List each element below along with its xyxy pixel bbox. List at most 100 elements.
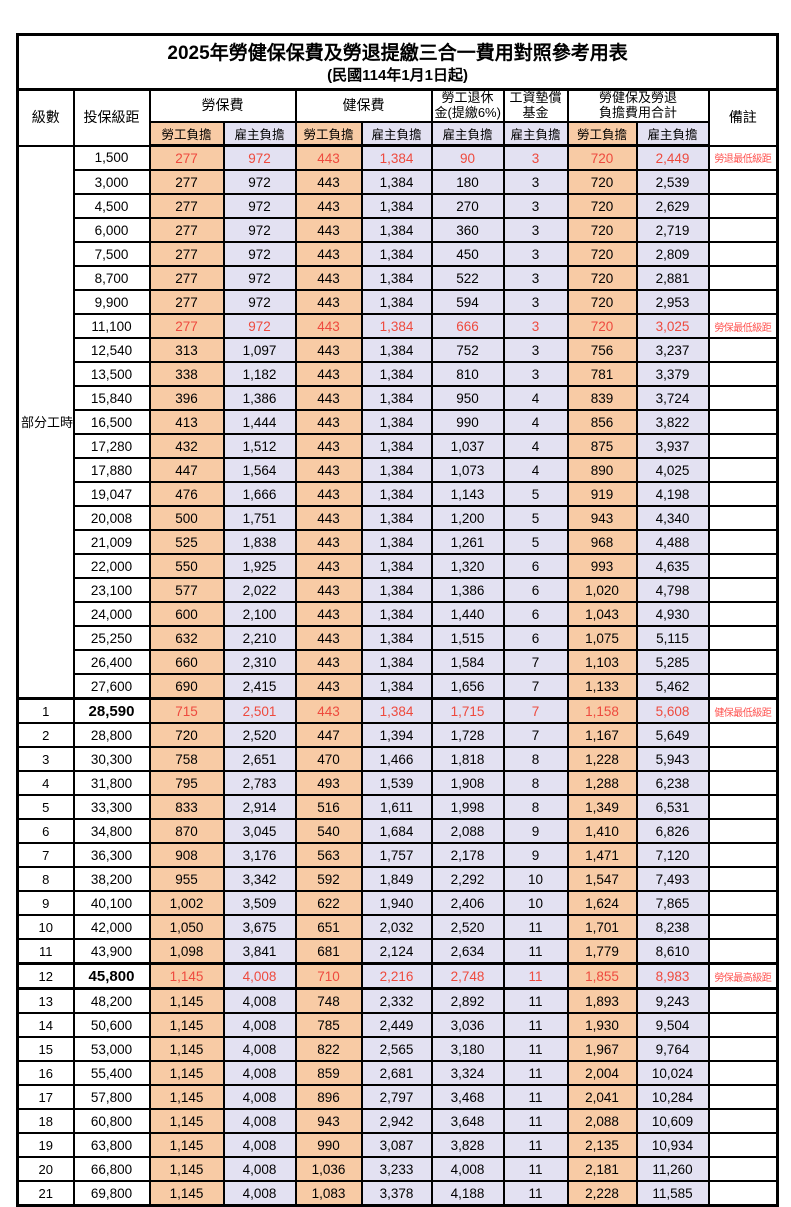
value-cell: 1,145 (148, 1084, 225, 1110)
value-cell: 3,468 (430, 1084, 505, 1110)
remark-cell: 勞保最高級距 (707, 962, 779, 990)
value-cell: 7 (502, 697, 569, 724)
bracket-cell: 36,300 (72, 842, 151, 868)
remark-cell (707, 577, 779, 603)
value-cell: 525 (148, 529, 225, 555)
value-cell: 1,757 (360, 842, 433, 868)
value-cell: 1,384 (360, 433, 433, 459)
value-cell: 720 (566, 265, 638, 291)
value-cell: 2,181 (566, 1156, 638, 1182)
value-cell: 1,097 (222, 337, 297, 363)
value-cell: 1,320 (430, 553, 505, 579)
level-cell: 20 (16, 1156, 75, 1182)
header-total-line1: 勞健保及勞退 (598, 90, 677, 106)
value-cell: 2,520 (430, 914, 505, 940)
value-cell: 5,943 (635, 746, 710, 772)
value-cell: 1,386 (222, 385, 297, 411)
value-cell: 1,908 (430, 770, 505, 796)
value-cell: 720 (566, 217, 638, 243)
header-total: 勞健保及勞退 負擔費用合計 (566, 88, 710, 123)
value-cell: 9,764 (635, 1036, 710, 1062)
value-cell: 2,783 (222, 770, 297, 796)
value-cell: 1,158 (566, 697, 638, 724)
value-cell: 1,050 (148, 914, 225, 940)
table-row: 19 63,800 1,145 4,008 990 3,087 3,828 11 2,135 10… (16, 1132, 779, 1158)
value-cell: 1,037 (430, 433, 505, 459)
bracket-cell: 9,900 (72, 289, 151, 315)
value-cell: 1,073 (430, 457, 505, 483)
header-pension: 勞工退休 金(提繳6%) (430, 88, 505, 123)
value-cell: 1,728 (430, 722, 505, 748)
remark-cell (707, 217, 779, 243)
value-cell: 833 (148, 794, 225, 820)
value-cell: 2,892 (430, 987, 505, 1014)
value-cell: 1,384 (360, 241, 433, 267)
value-cell: 1,384 (360, 577, 433, 603)
value-cell: 1,167 (566, 722, 638, 748)
value-cell: 1,228 (566, 746, 638, 772)
value-cell: 2,406 (430, 890, 505, 916)
table-row: 9,900 277 972 443 1,384 594 3 720 2,953 (18, 289, 779, 315)
value-cell: 1,384 (360, 529, 433, 555)
value-cell: 563 (294, 842, 363, 868)
remark-cell (707, 938, 779, 965)
value-cell: 7 (502, 649, 569, 675)
value-cell: 360 (430, 217, 505, 243)
bracket-cell: 8,700 (72, 265, 151, 291)
value-cell: 6,531 (635, 794, 710, 820)
value-cell: 990 (430, 409, 505, 435)
value-cell: 1,471 (566, 842, 638, 868)
value-cell: 1,584 (430, 649, 505, 675)
value-cell: 4,008 (222, 1036, 297, 1062)
value-cell: 1,656 (430, 673, 505, 700)
table-row: 20,008 500 1,751 443 1,384 1,200 5 943 4,340 (18, 505, 779, 531)
value-cell: 2,449 (360, 1012, 433, 1038)
header-wage-fund-line1: 工資墊償 (509, 90, 562, 106)
group-header-row: 級數 投保級距 勞保費 健保費 勞工退休 金(提繳6%) 工資墊償 基金 勞健保… (16, 88, 779, 147)
bracket-cell: 21,009 (72, 529, 151, 555)
table-row: 21 69,800 1,145 4,008 1,083 3,378 4,188 11 2,228… (16, 1180, 779, 1207)
value-cell: 3 (502, 289, 569, 315)
value-cell: 5,649 (635, 722, 710, 748)
value-cell: 11 (502, 1084, 569, 1110)
value-cell: 1,384 (360, 385, 433, 411)
value-cell: 594 (430, 289, 505, 315)
value-cell: 277 (148, 169, 225, 195)
remark-cell (707, 241, 779, 267)
value-cell: 516 (294, 794, 363, 820)
value-cell: 4,798 (635, 577, 710, 603)
remark-cell (707, 794, 779, 820)
remark-cell (707, 746, 779, 772)
value-cell: 9 (502, 842, 569, 868)
value-cell: 3 (502, 337, 569, 363)
value-cell: 785 (294, 1012, 363, 1038)
table-row: 3 30,300 758 2,651 470 1,466 1,818 8 1,228 5,943 (16, 746, 779, 772)
page-subtitle: (民國114年1月1日起) (327, 66, 468, 84)
value-cell: 972 (222, 144, 297, 171)
value-cell: 443 (294, 601, 363, 627)
value-cell: 810 (430, 361, 505, 387)
remark-cell (707, 673, 779, 700)
value-cell: 413 (148, 409, 225, 435)
bracket-cell: 6,000 (72, 217, 151, 243)
value-cell: 690 (148, 673, 225, 700)
value-cell: 3,648 (430, 1108, 505, 1134)
level-cell: 13 (16, 987, 75, 1014)
value-cell: 6,826 (635, 818, 710, 844)
value-cell: 443 (294, 289, 363, 315)
value-cell: 2,914 (222, 794, 297, 820)
level-cell: 10 (16, 914, 75, 940)
value-cell: 277 (148, 265, 225, 291)
value-cell: 443 (294, 337, 363, 363)
value-cell: 720 (566, 241, 638, 267)
value-cell: 3,675 (222, 914, 297, 940)
value-cell: 2,797 (360, 1084, 433, 1110)
value-cell: 1,103 (566, 649, 638, 675)
table-row: 9 40,100 1,002 3,509 622 1,940 2,406 10 1,624 7,8… (16, 890, 779, 916)
remark-cell (707, 433, 779, 459)
value-cell: 839 (566, 385, 638, 411)
value-cell: 1,261 (430, 529, 505, 555)
value-cell: 972 (222, 217, 297, 243)
value-cell: 11 (502, 1180, 569, 1207)
value-cell: 443 (294, 193, 363, 219)
